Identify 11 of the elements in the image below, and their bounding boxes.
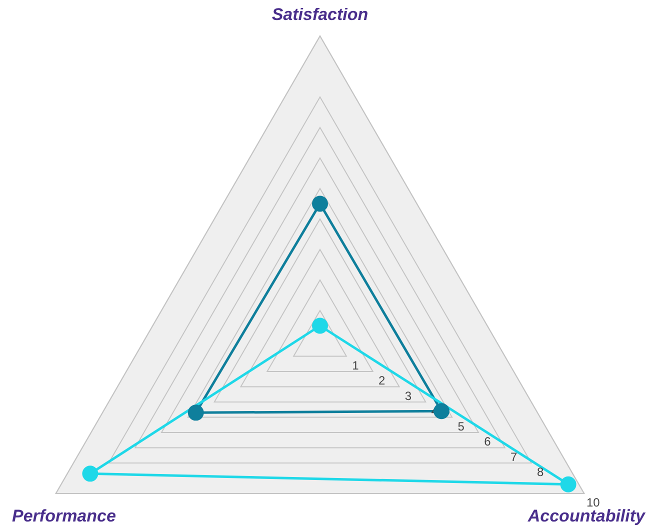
y-tick-label: 2	[378, 374, 386, 388]
y-tick-label: 7	[510, 450, 518, 464]
spoke-label: Satisfaction	[272, 5, 368, 24]
y-tick-label: 8	[536, 465, 544, 479]
y-tick-label: 1	[352, 358, 360, 372]
y-tick-label: 6	[484, 434, 492, 448]
y-tick-label: 10	[586, 496, 600, 510]
spoke-label: Performance	[12, 506, 116, 526]
y-tick-label: 5	[458, 419, 465, 434]
spoke-label: Accountability	[526, 506, 647, 526]
y-tick-label: 3	[404, 388, 412, 403]
